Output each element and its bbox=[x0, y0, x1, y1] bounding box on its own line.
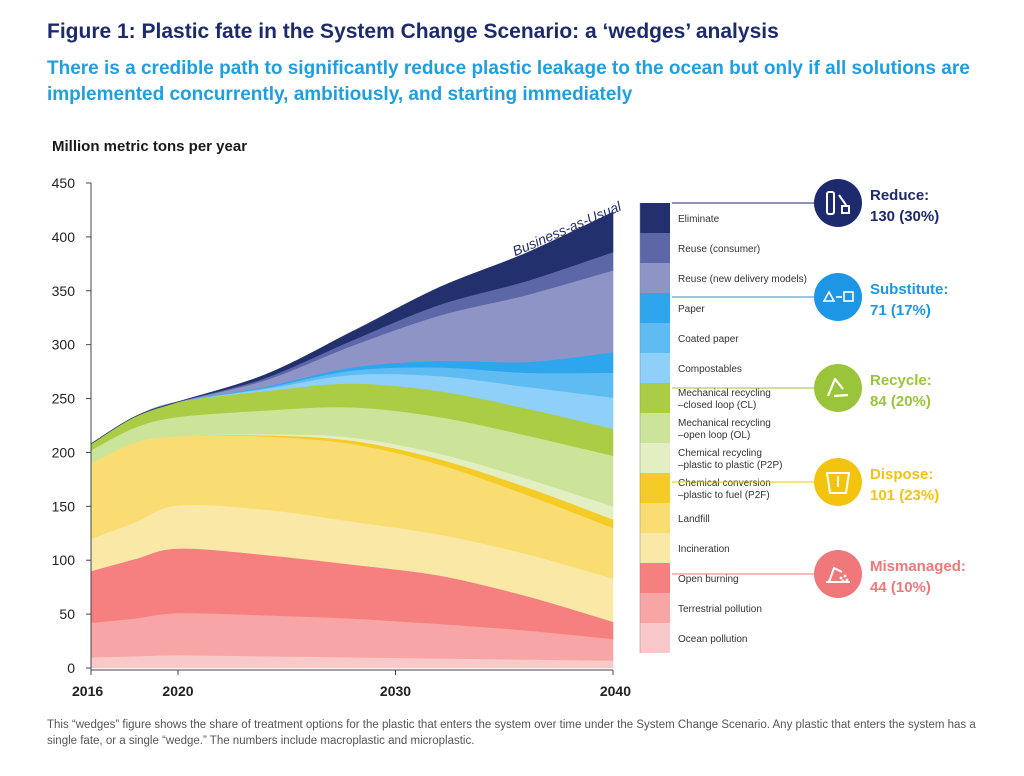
group-name-3: Dispose: bbox=[870, 466, 933, 483]
mismanaged-icon-dot-2 bbox=[845, 578, 849, 582]
y-axis-label: Million metric tons per year bbox=[52, 138, 248, 155]
reduce-icon bbox=[814, 179, 862, 227]
reduce-icon-bottle bbox=[826, 191, 835, 215]
y-tick-label: 400 bbox=[52, 229, 76, 245]
legend-label-4: Coated paper bbox=[678, 334, 739, 345]
legend-swatch-14 bbox=[640, 623, 670, 653]
recycle-icon-arrows bbox=[826, 377, 849, 398]
y-tick-label: 0 bbox=[67, 660, 75, 676]
figure-subtitle: There is a credible path to significantl… bbox=[47, 58, 970, 105]
legend-label-14: Ocean pollution bbox=[678, 634, 748, 645]
legend-label-7: Mechanical recycling bbox=[678, 418, 771, 429]
footnote: This “wedges” figure shows the share of … bbox=[47, 719, 976, 747]
legend-label-12: Open burning bbox=[678, 574, 739, 585]
group-name-0: Reduce: bbox=[870, 187, 929, 204]
recycle-icon bbox=[814, 364, 862, 412]
mismanaged-icon-dot-3 bbox=[841, 579, 845, 583]
legend-swatch-10 bbox=[640, 503, 670, 533]
legend-swatch-5 bbox=[640, 353, 670, 383]
legend-swatch-8 bbox=[640, 443, 670, 473]
legend-label-6-line2: –closed loop (CL) bbox=[678, 400, 756, 411]
legend-swatch-2 bbox=[640, 263, 670, 293]
legend-label-9: Chemical conversion bbox=[678, 478, 771, 489]
reduce-icon-box bbox=[841, 205, 850, 214]
y-tick-label: 200 bbox=[52, 444, 76, 460]
group-value-2: 84 (20%) bbox=[870, 393, 931, 410]
y-tick-label: 450 bbox=[52, 175, 76, 191]
y-tick-label: 300 bbox=[52, 337, 76, 353]
legend-label-8: Chemical recycling bbox=[678, 448, 762, 459]
legend-label-3: Paper bbox=[678, 304, 705, 315]
legend-swatch-11 bbox=[640, 533, 670, 563]
x-tick-label: 2016 bbox=[72, 683, 103, 699]
legend-swatch-4 bbox=[640, 323, 670, 353]
x-tick-label: 2020 bbox=[162, 683, 193, 699]
legend-label-0: Eliminate bbox=[678, 214, 720, 225]
legend-label-8-line2: –plastic to plastic (P2P) bbox=[678, 460, 783, 471]
area-14 bbox=[90, 211, 614, 445]
legend-label-2: Reuse (new delivery models) bbox=[678, 274, 807, 285]
group-value-1: 71 (17%) bbox=[870, 302, 931, 319]
legend-swatch-1 bbox=[640, 233, 670, 263]
group-value-0: 130 (30%) bbox=[870, 208, 939, 225]
mismanaged-icon-dot-0 bbox=[839, 576, 843, 580]
figure-title: Figure 1: Plastic fate in the System Cha… bbox=[47, 20, 779, 43]
group-value-4: 44 (10%) bbox=[870, 579, 931, 596]
legend-swatch-6 bbox=[640, 383, 670, 413]
legend-label-11: Incineration bbox=[678, 544, 730, 555]
legend-label-7-line2: –open loop (OL) bbox=[678, 430, 750, 441]
substitute-icon-triangle bbox=[822, 290, 836, 302]
y-tick-label: 50 bbox=[59, 606, 75, 622]
y-tick-label: 250 bbox=[52, 391, 76, 407]
legend-label-13: Terrestrial pollution bbox=[678, 604, 762, 615]
mismanaged-icon-dot-1 bbox=[843, 574, 847, 578]
dispose-icon-bin bbox=[825, 472, 851, 494]
legend-label-10: Landfill bbox=[678, 514, 710, 525]
substitute-icon-square bbox=[843, 291, 854, 302]
y-tick-label: 150 bbox=[52, 498, 76, 514]
x-tick-label: 2040 bbox=[600, 683, 631, 699]
reduce-icon-arrow bbox=[838, 194, 847, 206]
x-tick-label: 2030 bbox=[380, 683, 411, 699]
group-value-3: 101 (23%) bbox=[870, 487, 939, 504]
legend-label-9-line2: –plastic to fuel (P2F) bbox=[678, 490, 770, 501]
legend-label-1: Reuse (consumer) bbox=[678, 244, 760, 255]
legend-swatch-9 bbox=[640, 473, 670, 503]
y-tick-label: 100 bbox=[52, 552, 76, 568]
legend-label-5: Compostables bbox=[678, 364, 742, 375]
legend-swatch-13 bbox=[640, 593, 670, 623]
legend-label-6: Mechanical recycling bbox=[678, 388, 771, 399]
legend-swatch-7 bbox=[640, 413, 670, 443]
y-tick-label: 350 bbox=[52, 283, 76, 299]
group-name-1: Substitute: bbox=[870, 281, 948, 298]
mismanaged-icon bbox=[814, 550, 862, 598]
legend-swatch-3 bbox=[640, 293, 670, 323]
legend-swatch-0 bbox=[640, 203, 670, 233]
mismanaged-icon-shape bbox=[826, 566, 850, 583]
group-name-2: Recycle: bbox=[870, 372, 932, 389]
group-name-4: Mismanaged: bbox=[870, 558, 966, 575]
legend-swatch-12 bbox=[640, 563, 670, 593]
